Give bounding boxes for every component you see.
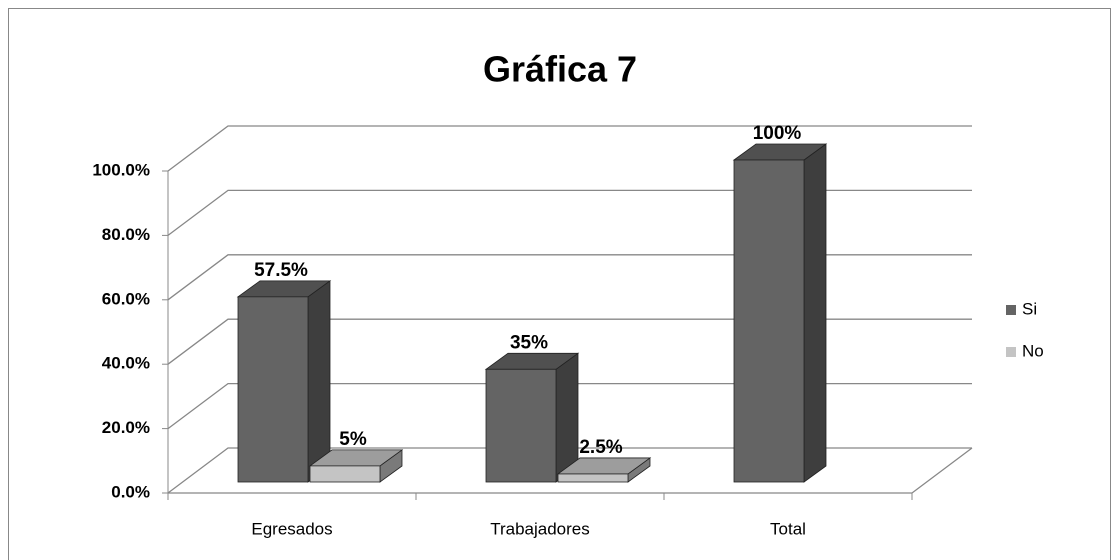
grid-line [167, 318, 972, 365]
legend-swatch [1006, 347, 1016, 357]
data-label: 35% [510, 332, 548, 353]
legend-label: Si [1022, 299, 1037, 318]
bar [732, 143, 828, 483]
legend-label: No [1022, 341, 1044, 360]
x-tick-label: Egresados [251, 519, 332, 538]
data-label: 100% [753, 123, 802, 144]
y-tick-label: 80.0% [102, 225, 150, 244]
y-tick-label: 20.0% [102, 418, 150, 437]
data-label: 5% [339, 429, 367, 450]
y-tick-label: 0.0% [111, 482, 150, 501]
y-tick-label: 100.0% [92, 160, 150, 179]
bar-front [309, 465, 381, 483]
y-tick-label: 60.0% [102, 289, 150, 308]
grid-line [167, 189, 972, 236]
data-label: 2.5% [579, 437, 622, 458]
bar-side [307, 280, 331, 483]
grid-line [167, 254, 972, 301]
bar-front [557, 473, 629, 483]
bar-front [733, 159, 805, 483]
data-label: 57.5% [254, 260, 308, 281]
bar [556, 457, 652, 483]
bar [308, 449, 404, 483]
x-tick-label: Trabajadores [490, 519, 590, 538]
y-tick-label: 40.0% [102, 354, 150, 373]
bar-front [485, 368, 557, 483]
legend-swatch [1006, 305, 1016, 315]
grid-line [167, 447, 972, 494]
x-tick-label: Total [770, 519, 806, 538]
bar-side [803, 143, 827, 483]
grid-line [167, 382, 972, 430]
grid-line [167, 125, 972, 172]
chart-title: Gráfica 7 [483, 49, 637, 90]
bar [484, 352, 580, 483]
bar-front [237, 296, 309, 483]
bar [236, 280, 332, 483]
